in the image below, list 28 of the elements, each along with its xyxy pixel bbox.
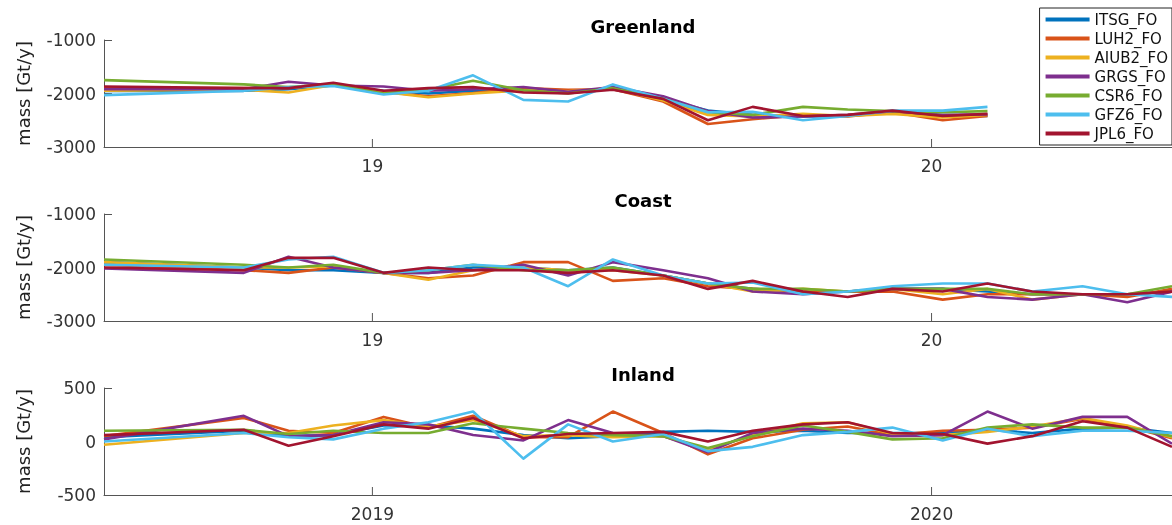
chart-title: Inland <box>611 363 675 385</box>
y-axis-title: mass [Gt/y] <box>12 389 34 494</box>
y-tick-label: 500 <box>63 378 96 398</box>
y-tick-label: -2000 <box>46 83 96 104</box>
x-tick-label: 19 <box>361 155 384 176</box>
legend-label: AIUB2_FO <box>1094 48 1168 68</box>
chart-title: Greenland <box>590 15 696 37</box>
legend-label: ITSG_FO <box>1094 10 1158 30</box>
x-tick-label: 20 <box>920 329 943 350</box>
legend-label: CSR6_FO <box>1094 86 1163 106</box>
y-tick-label: -2000 <box>46 257 96 278</box>
x-tick-label: 2020 <box>909 503 954 524</box>
legend-label: GFZ6_FO <box>1094 105 1163 125</box>
legend-label: LUH2_FO <box>1094 29 1162 49</box>
y-tick-label: 0 <box>85 431 96 452</box>
legend-label: GRGS_FO <box>1094 67 1166 87</box>
y-tick-label: -1000 <box>46 204 96 224</box>
y-tick-label: -3000 <box>46 137 96 157</box>
legend-label: JPL6_FO <box>1093 124 1154 144</box>
y-axis-title: mass [Gt/y] <box>12 215 34 320</box>
y-tick-label: -3000 <box>46 311 96 331</box>
x-tick-label: 2019 <box>350 503 395 524</box>
y-tick-label: -1000 <box>46 30 96 50</box>
chart-title: Coast <box>614 189 672 211</box>
y-axis-title: mass [Gt/y] <box>12 41 34 146</box>
x-tick-label: 20 <box>920 155 943 176</box>
y-tick-label: -500 <box>57 485 96 505</box>
x-tick-label: 19 <box>361 329 384 350</box>
